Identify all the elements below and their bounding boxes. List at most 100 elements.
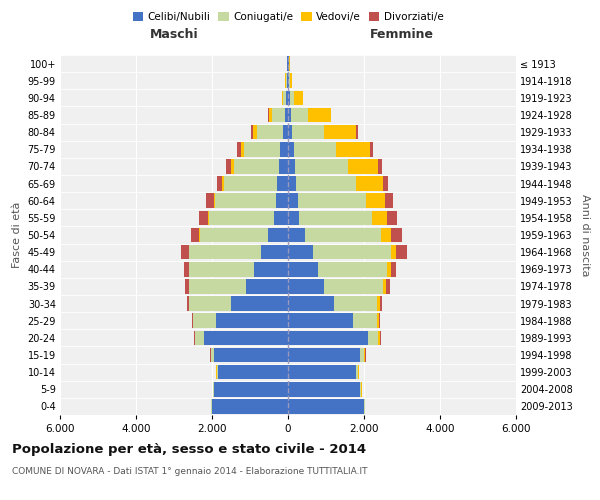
Bar	[214, 194, 215, 208]
Bar	[189, 262, 254, 276]
Bar	[299, 210, 371, 225]
Bar	[288, 74, 289, 88]
Text: Femmine: Femmine	[370, 28, 434, 42]
Bar	[291, 108, 308, 122]
Bar	[231, 296, 288, 311]
Bar	[288, 159, 295, 174]
Bar	[268, 228, 288, 242]
Bar	[216, 314, 288, 328]
Bar	[208, 210, 209, 225]
Bar	[189, 296, 231, 311]
Bar	[379, 314, 380, 328]
Bar	[385, 194, 392, 208]
Bar	[288, 210, 299, 225]
Bar	[195, 330, 205, 345]
Bar	[283, 125, 288, 140]
Bar	[377, 314, 379, 328]
Bar	[288, 228, 305, 242]
Bar	[308, 108, 331, 122]
Bar	[379, 159, 382, 174]
Bar	[218, 365, 288, 380]
Bar	[181, 245, 188, 260]
Bar	[185, 279, 189, 293]
Bar	[379, 330, 380, 345]
Bar	[283, 90, 286, 105]
Bar	[391, 245, 397, 260]
Bar	[366, 194, 385, 208]
Bar	[272, 108, 285, 122]
Bar	[360, 348, 364, 362]
Bar	[288, 399, 364, 413]
Bar	[274, 210, 288, 225]
Bar	[334, 296, 377, 311]
Bar	[288, 279, 324, 293]
Bar	[324, 125, 356, 140]
Bar	[276, 194, 288, 208]
Bar	[286, 90, 288, 105]
Bar	[386, 279, 390, 293]
Bar	[287, 74, 288, 88]
Bar	[371, 210, 387, 225]
Bar	[397, 245, 407, 260]
Bar	[288, 382, 360, 396]
Bar	[381, 228, 391, 242]
Bar	[214, 382, 288, 396]
Bar	[288, 314, 353, 328]
Bar	[294, 90, 303, 105]
Bar	[277, 176, 288, 191]
Bar	[288, 125, 292, 140]
Bar	[217, 365, 218, 380]
Bar	[305, 228, 381, 242]
Y-axis label: Fasce di età: Fasce di età	[12, 202, 22, 268]
Bar	[370, 142, 373, 156]
Bar	[251, 125, 253, 140]
Bar	[187, 296, 189, 311]
Bar	[290, 90, 294, 105]
Y-axis label: Anni di nascita: Anni di nascita	[580, 194, 590, 276]
Bar	[244, 142, 280, 156]
Bar	[192, 314, 193, 328]
Bar	[189, 279, 246, 293]
Bar	[241, 142, 244, 156]
Bar	[193, 314, 216, 328]
Bar	[246, 279, 288, 293]
Bar	[206, 194, 214, 208]
Bar	[254, 262, 288, 276]
Bar	[212, 399, 288, 413]
Bar	[233, 159, 279, 174]
Bar	[288, 296, 334, 311]
Bar	[213, 382, 214, 396]
Bar	[288, 176, 296, 191]
Bar	[215, 194, 276, 208]
Bar	[280, 142, 288, 156]
Bar	[377, 296, 380, 311]
Bar	[364, 399, 365, 413]
Bar	[356, 176, 383, 191]
Bar	[360, 382, 361, 396]
Bar	[288, 56, 289, 71]
Bar	[288, 330, 368, 345]
Bar	[230, 159, 233, 174]
Bar	[380, 296, 382, 311]
Bar	[319, 262, 387, 276]
Bar	[296, 176, 356, 191]
Bar	[288, 245, 313, 260]
Bar	[200, 228, 268, 242]
Bar	[391, 228, 402, 242]
Bar	[290, 74, 292, 88]
Bar	[348, 159, 379, 174]
Bar	[353, 314, 377, 328]
Bar	[199, 228, 200, 242]
Bar	[288, 90, 290, 105]
Bar	[209, 210, 274, 225]
Bar	[391, 262, 397, 276]
Bar	[269, 108, 272, 122]
Bar	[189, 245, 262, 260]
Bar	[383, 279, 386, 293]
Bar	[294, 142, 335, 156]
Bar	[262, 245, 288, 260]
Bar	[292, 125, 324, 140]
Bar	[217, 176, 222, 191]
Text: COMUNE DI NOVARA - Dati ISTAT 1° gennaio 2014 - Elaborazione TUTTITALIA.IT: COMUNE DI NOVARA - Dati ISTAT 1° gennaio…	[12, 468, 367, 476]
Bar	[387, 262, 391, 276]
